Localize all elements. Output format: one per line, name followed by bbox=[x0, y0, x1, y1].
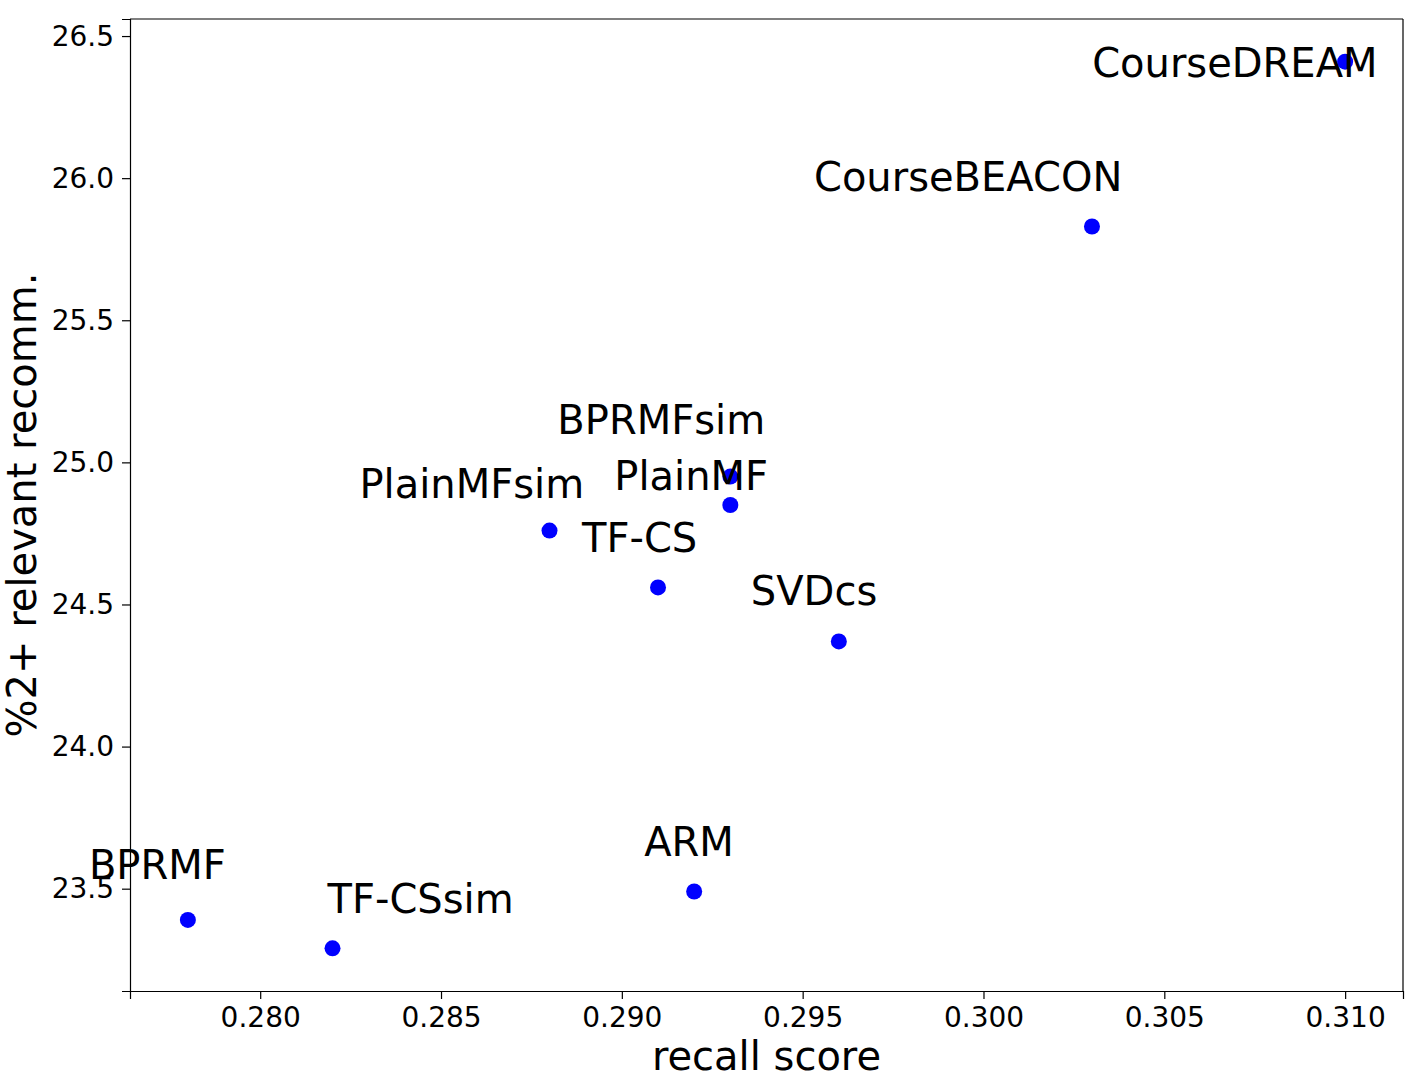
tick-label: 0.300 bbox=[944, 1001, 1024, 1034]
tick: 0.310 bbox=[1306, 991, 1386, 1034]
tick-mark bbox=[441, 991, 442, 999]
tick-label: 0.285 bbox=[401, 1001, 481, 1034]
axis-line bbox=[131, 992, 1404, 1000]
tick-mark bbox=[122, 178, 130, 179]
y-axis-title: %2+ relevant recomm. bbox=[0, 273, 45, 738]
frame bbox=[1402, 19, 1403, 991]
point bbox=[831, 633, 847, 649]
point-label: PlainMF bbox=[614, 453, 768, 499]
tick: 24.5 bbox=[52, 588, 130, 621]
tick-label: 0.290 bbox=[582, 1001, 662, 1034]
frame bbox=[130, 18, 1403, 19]
tick-mark bbox=[1345, 991, 1346, 999]
tick-label: 0.305 bbox=[1125, 1001, 1205, 1034]
tick-label: 24.0 bbox=[52, 730, 114, 763]
tick-label: 0.310 bbox=[1306, 1001, 1386, 1034]
tick: 0.295 bbox=[763, 991, 843, 1034]
tick-mark bbox=[1164, 991, 1165, 999]
tick-label: 25.0 bbox=[52, 446, 114, 479]
tick-mark bbox=[122, 889, 130, 890]
point-label: ARM bbox=[644, 819, 734, 865]
tick-mark bbox=[122, 36, 130, 37]
annotations: CourseDREAM CourseBEACON BPRMFsim PlainMF Pl… bbox=[89, 40, 1378, 923]
tick-mark bbox=[803, 991, 804, 999]
x-axis-title: recall score bbox=[652, 1033, 881, 1079]
point bbox=[1084, 218, 1100, 234]
tick: 26.5 bbox=[52, 20, 130, 53]
point bbox=[686, 884, 702, 900]
x-axis: 0.280 0.285 0.290 0.295 0.300 0.305 0.310 bbox=[131, 991, 1404, 1034]
tick: 0.290 bbox=[582, 991, 662, 1034]
tick: 25.5 bbox=[52, 304, 130, 337]
tick-label: 0.280 bbox=[221, 1001, 301, 1034]
tick-mark bbox=[122, 604, 130, 605]
tick-mark bbox=[122, 320, 130, 321]
point-label: CourseBEACON bbox=[814, 154, 1122, 200]
tick-label: 26.0 bbox=[52, 162, 114, 195]
tick-mark bbox=[983, 991, 984, 999]
point-label: SVDcs bbox=[751, 568, 877, 614]
tick: 0.300 bbox=[944, 991, 1024, 1034]
chart: 0.2800.2850.2900.2950.3000.3050.31023.52… bbox=[0, 0, 1424, 1082]
tick-mark bbox=[622, 991, 623, 999]
point bbox=[650, 579, 666, 595]
point bbox=[542, 523, 558, 539]
point-label: BPRMF bbox=[89, 842, 226, 888]
tick: 0.305 bbox=[1125, 991, 1205, 1034]
tick: 24.0 bbox=[52, 730, 130, 763]
tick-label: 24.5 bbox=[52, 588, 114, 621]
point-label: PlainMFsim bbox=[360, 461, 585, 507]
tick-mark bbox=[122, 462, 130, 463]
tick: 0.285 bbox=[401, 991, 481, 1034]
point bbox=[722, 497, 738, 513]
point bbox=[325, 940, 341, 956]
point-label: TF-CSsim bbox=[327, 876, 514, 922]
tick: 25.0 bbox=[52, 446, 130, 479]
point-label: CourseDREAM bbox=[1092, 40, 1377, 86]
point-label: BPRMFsim bbox=[557, 397, 765, 443]
tick-mark bbox=[260, 991, 261, 999]
points bbox=[180, 54, 1353, 957]
point bbox=[180, 912, 196, 928]
tick: 26.0 bbox=[52, 162, 130, 195]
tick: 0.280 bbox=[221, 991, 301, 1034]
tick-mark bbox=[122, 746, 130, 747]
tick-label: 26.5 bbox=[52, 20, 114, 53]
point-label: TF-CS bbox=[581, 515, 697, 561]
plot: 0.2800.2850.2900.2950.3000.3050.31023.52… bbox=[52, 19, 1404, 1034]
tick-label: 0.295 bbox=[763, 1001, 843, 1034]
tick-label: 25.5 bbox=[52, 304, 114, 337]
